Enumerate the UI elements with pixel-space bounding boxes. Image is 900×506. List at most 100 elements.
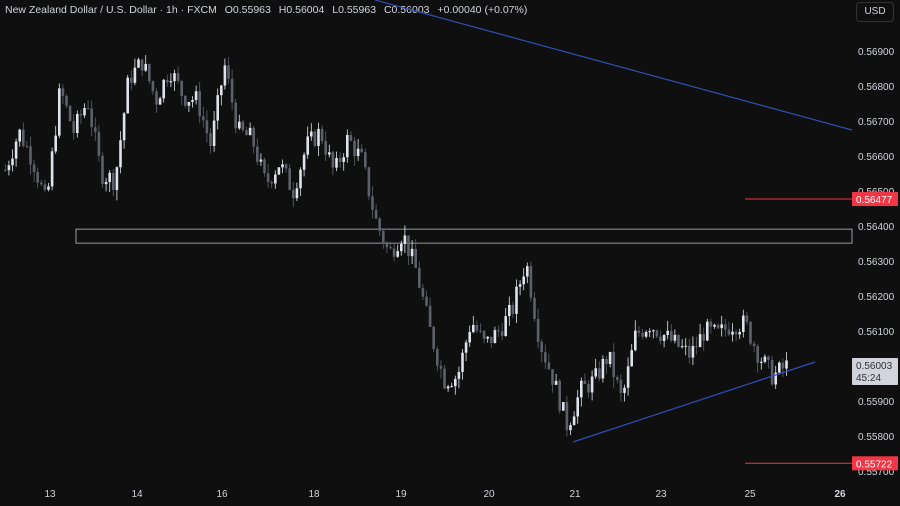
y-tick-label: 0.56600 bbox=[858, 152, 895, 163]
candle-body bbox=[742, 315, 745, 332]
candle-body bbox=[137, 59, 140, 68]
candle-body bbox=[623, 387, 626, 393]
price-level-label: 0.56477 bbox=[856, 195, 893, 206]
candle-body bbox=[248, 127, 252, 136]
last-price-label: 0.56003 bbox=[856, 361, 893, 372]
x-tick-label: 21 bbox=[569, 489, 581, 500]
currency-button[interactable]: USD bbox=[856, 2, 894, 22]
candle-body bbox=[40, 182, 43, 185]
candle-body bbox=[324, 141, 327, 155]
candle-body bbox=[504, 316, 507, 336]
candle-body bbox=[198, 91, 201, 117]
candle-body bbox=[572, 416, 576, 426]
candle-body bbox=[601, 358, 605, 379]
candle-body bbox=[677, 334, 680, 347]
candle-body bbox=[562, 402, 565, 411]
candle-body bbox=[122, 113, 126, 141]
candle-body bbox=[500, 331, 504, 336]
candle-body bbox=[464, 342, 468, 353]
candle-body bbox=[641, 332, 644, 337]
candle-body bbox=[648, 331, 651, 333]
candle-body bbox=[605, 358, 608, 365]
candle-body bbox=[29, 146, 32, 165]
candle-body bbox=[414, 248, 417, 268]
candle-body bbox=[673, 334, 677, 341]
price-level-badge bbox=[852, 192, 898, 207]
candle-body bbox=[475, 324, 479, 331]
candle-body bbox=[594, 368, 597, 377]
candle-body bbox=[486, 336, 489, 339]
candle-body bbox=[90, 108, 93, 128]
candle-body bbox=[763, 356, 767, 362]
candle-body bbox=[389, 247, 392, 249]
candle-body bbox=[79, 113, 83, 116]
candle-body bbox=[202, 116, 205, 121]
x-tick-label: 18 bbox=[308, 489, 320, 500]
candle-body bbox=[734, 331, 738, 335]
candle-body bbox=[212, 120, 216, 147]
candle-body bbox=[151, 81, 155, 92]
candle-body bbox=[706, 321, 709, 341]
candle-body bbox=[266, 173, 270, 183]
candle-body bbox=[144, 63, 147, 71]
candle-body bbox=[540, 341, 543, 353]
candle-body bbox=[385, 243, 389, 248]
candle-body bbox=[587, 383, 590, 393]
candle-body bbox=[655, 330, 659, 337]
candle-body bbox=[274, 174, 277, 184]
candle-body bbox=[425, 296, 428, 306]
candle-body bbox=[454, 378, 457, 387]
candle-body bbox=[580, 380, 583, 398]
symbol-name: New Zealand Dollar / U.S. Dollar · 1h · … bbox=[5, 4, 217, 16]
candle-body bbox=[680, 346, 684, 348]
candle-body bbox=[155, 91, 158, 105]
candle-body bbox=[83, 108, 86, 116]
candle-body bbox=[374, 209, 378, 219]
candle-body bbox=[634, 330, 637, 351]
candle-body bbox=[598, 368, 601, 379]
candle-body bbox=[234, 102, 237, 129]
candle-body bbox=[644, 331, 648, 337]
candle-body bbox=[310, 131, 313, 137]
candle-body bbox=[418, 267, 421, 288]
candle-body bbox=[493, 330, 497, 344]
candle-body bbox=[410, 248, 414, 257]
candle-body bbox=[619, 379, 623, 393]
candle-body bbox=[277, 167, 281, 175]
candle-body bbox=[569, 425, 572, 431]
candle-body bbox=[284, 164, 288, 169]
candle-body bbox=[119, 140, 122, 168]
candle-body bbox=[770, 359, 774, 385]
candle-body bbox=[205, 120, 209, 134]
candle-body bbox=[209, 133, 212, 147]
candle-body bbox=[367, 167, 371, 197]
candle-body bbox=[180, 80, 183, 96]
y-tick-label: 0.56800 bbox=[858, 82, 895, 93]
candle-body bbox=[688, 345, 691, 358]
candle-body bbox=[11, 158, 14, 166]
candle-body bbox=[526, 266, 529, 277]
candle-body bbox=[533, 297, 536, 319]
candle-body bbox=[342, 157, 345, 162]
candle-body bbox=[101, 155, 104, 185]
candle-body bbox=[281, 164, 284, 168]
candle-body bbox=[356, 148, 360, 157]
candle-body bbox=[659, 336, 662, 341]
candle-body bbox=[61, 88, 65, 96]
candle-body bbox=[515, 286, 518, 314]
candle-body bbox=[749, 321, 752, 344]
last-price-badge bbox=[852, 357, 898, 385]
candle-body bbox=[184, 95, 187, 106]
candle-body bbox=[191, 100, 194, 103]
upper-trendline bbox=[374, 0, 853, 131]
candle-body bbox=[86, 108, 90, 110]
x-tick-label: 26 bbox=[834, 489, 846, 500]
candle-body bbox=[371, 196, 374, 210]
candle-body bbox=[554, 380, 558, 385]
y-tick-label: 0.56200 bbox=[858, 292, 895, 303]
ohlc-low: L0.55963 bbox=[332, 4, 377, 16]
candle-body bbox=[756, 346, 759, 363]
candle-body bbox=[461, 352, 464, 372]
candle-body bbox=[720, 324, 723, 329]
